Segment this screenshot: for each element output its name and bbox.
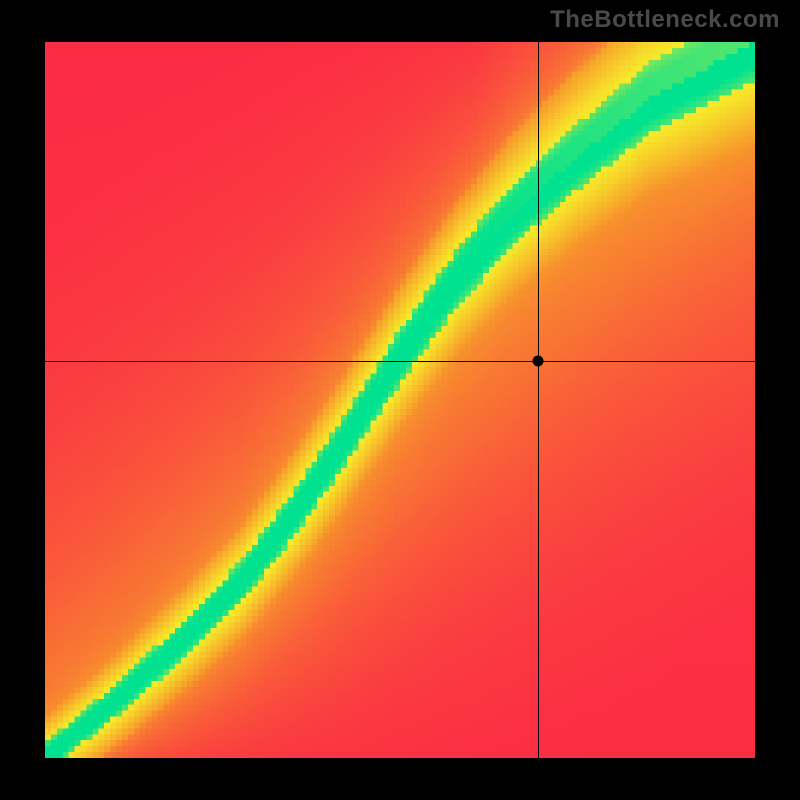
heatmap-canvas bbox=[45, 42, 755, 758]
plot-area bbox=[45, 42, 755, 758]
watermark-text: TheBottleneck.com bbox=[550, 6, 780, 34]
crosshair-horizontal bbox=[45, 361, 755, 362]
figure-container: TheBottleneck.com bbox=[0, 0, 800, 800]
marker-dot bbox=[533, 355, 544, 366]
crosshair-vertical bbox=[538, 42, 539, 758]
